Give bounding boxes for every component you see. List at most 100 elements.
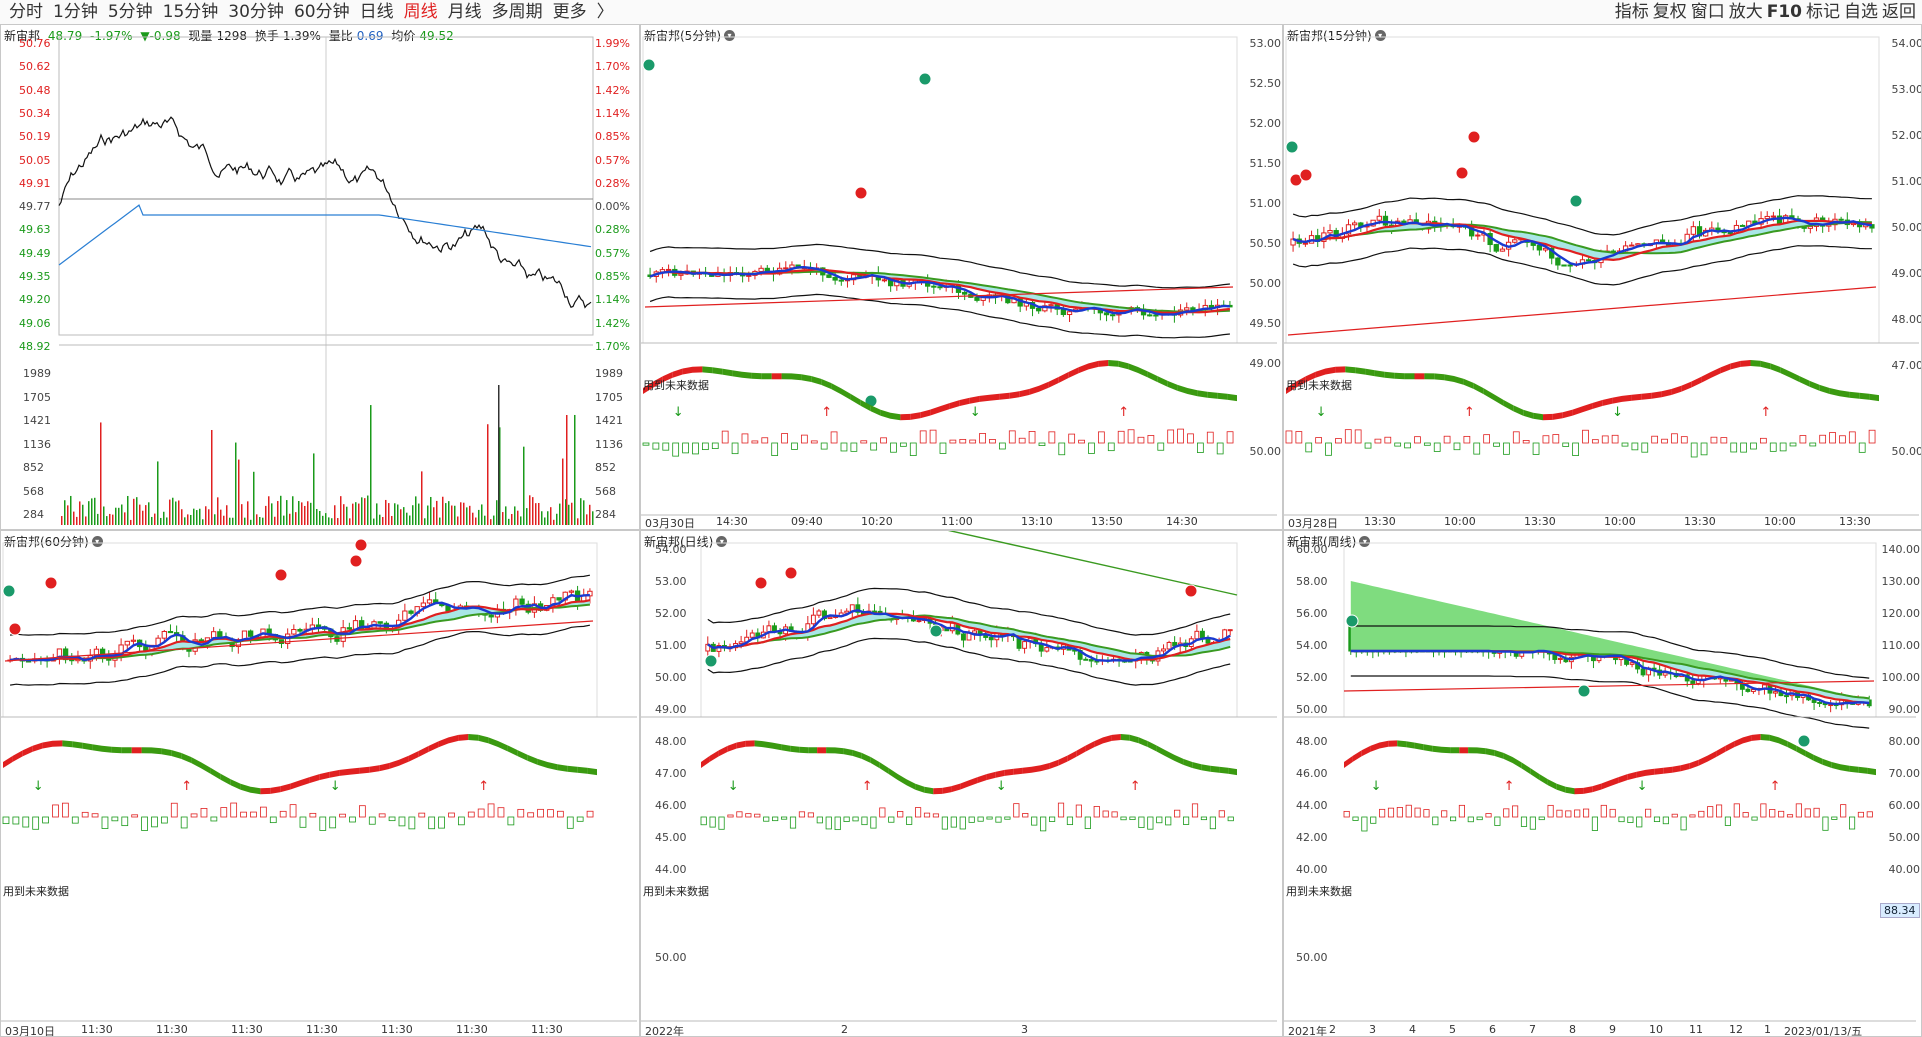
histogram-bar	[1084, 816, 1091, 829]
chevron-right-icon[interactable]: 〉	[596, 2, 614, 22]
chart-5min-subaxis: 50.00	[1237, 445, 1282, 465]
chevron-down-icon[interactable]: ▾	[1359, 536, 1371, 547]
cloud-band	[1350, 581, 1870, 700]
volume-bar	[211, 429, 213, 525]
window-button[interactable]: 窗口	[1690, 2, 1725, 22]
tab-1min[interactable]: 1分钟	[53, 2, 98, 22]
volume-axis-right: 1989 1705 1421 1136 852 568 284	[595, 367, 631, 527]
indicator-button[interactable]: 指标	[1614, 2, 1649, 22]
axis-tick-label: 1136	[23, 437, 51, 451]
oscillator-segment	[527, 754, 538, 765]
axis-tick-label: 80.00	[1888, 735, 1921, 748]
histogram-bar	[861, 816, 868, 826]
mark-button[interactable]: 标记	[1806, 2, 1840, 22]
histogram-bar	[1335, 438, 1342, 444]
histogram-bar	[1819, 434, 1827, 444]
chart-weekly[interactable]: ↓ ↑ ↓ ↑	[1284, 531, 1922, 1037]
oscillator-segment	[319, 771, 330, 780]
chevron-down-icon[interactable]: ▾	[1374, 30, 1386, 41]
volume-bar	[547, 511, 549, 525]
oscillator-segment	[1769, 734, 1779, 744]
volume-bar	[409, 515, 411, 525]
oscillator-segment	[1404, 373, 1415, 380]
tab-multi-period[interactable]: 多周期	[491, 2, 543, 22]
oscillator-segment	[1720, 363, 1731, 374]
oscillator-segment	[1156, 745, 1166, 757]
chart-daily-panel[interactable]: 新宙邦(日线) ▾ ↓ ↑ ↓ ↑ 用到未来数据 54.00 53.00 52.00 51.0…	[640, 530, 1283, 1037]
histogram-bar	[1102, 810, 1109, 818]
tab-more[interactable]: 更多	[552, 2, 587, 22]
volume-bar	[511, 513, 513, 525]
oscillator-segment	[920, 409, 931, 419]
volume-bar	[454, 505, 456, 525]
oscillator-segment	[1787, 741, 1797, 752]
tab-30min[interactable]: 30分钟	[228, 2, 284, 22]
chart-60min[interactable]: ↓ ↑ ↓ ↑	[1, 531, 640, 1037]
volume-bar	[583, 500, 585, 525]
histogram-bar	[860, 440, 868, 444]
back-button[interactable]: 返回	[1882, 2, 1916, 22]
oscillator-segment	[852, 750, 862, 759]
oscillator-segment	[1799, 376, 1810, 387]
oscillator-segment	[1361, 745, 1371, 757]
oscillator-segment	[736, 740, 746, 749]
chart-5min-panel[interactable]: 新宙邦(5分钟) ▾ ↓ ↑ ↓ ↑ 用到未来数据 53.00 52.50 52.00 51.…	[640, 24, 1283, 530]
axis-tick-label: 49.91	[19, 176, 51, 190]
candle-body	[1770, 215, 1777, 218]
x-tick-label: 03月30日	[645, 517, 695, 530]
intraday-chart[interactable]	[1, 25, 640, 530]
candle-body	[1629, 244, 1635, 247]
oscillator-segment	[1039, 381, 1049, 392]
zoom-button[interactable]: 放大	[1728, 2, 1763, 22]
signal-arrow-icon: ↓	[1316, 405, 1327, 420]
histogram-bar	[1813, 807, 1820, 818]
volume-bar	[166, 517, 168, 525]
axis-tick-label: 44.00	[1296, 799, 1328, 812]
oscillator-segment	[1295, 376, 1306, 388]
tab-60min[interactable]: 60分钟	[293, 2, 350, 22]
chart-15min-panel[interactable]: 新宙邦(15分钟) ▾ ↓ ↑ ↓ ↑ 用到未来数据 54.00 53.00 52.00 51…	[1283, 24, 1922, 530]
chevron-down-icon[interactable]: ▾	[91, 536, 103, 547]
tab-daily[interactable]: 日线	[359, 2, 394, 22]
oscillator-segment	[1530, 768, 1540, 780]
histogram-bar	[711, 442, 719, 449]
chart-15min[interactable]: ↓ ↑ ↓ ↑	[1284, 25, 1922, 530]
axis-tick-label: 1.14%	[595, 293, 630, 307]
histogram-bar	[517, 808, 525, 818]
tab-5min[interactable]: 5分钟	[107, 2, 153, 22]
chart-60min-panel[interactable]: 新宙邦(60分钟) ▾ ↓ ↑ ↓ ↑ 用到未来数据 03月10日 11:30 11:30 1…	[0, 530, 640, 1037]
axis-tick-label: 50.00	[655, 951, 687, 964]
oscillator-segment	[860, 399, 871, 412]
tab-weekly[interactable]: 周线	[403, 2, 438, 22]
histogram-bar	[1641, 442, 1649, 453]
axis-tick-label: 0.85%	[595, 270, 630, 283]
histogram-bar	[1733, 803, 1740, 818]
oscillator-segment	[1013, 767, 1023, 775]
histogram-bar	[1343, 810, 1350, 818]
chevron-down-icon[interactable]: ▾	[724, 30, 735, 41]
oscillator-segment	[1869, 393, 1879, 402]
chart-5min[interactable]: ↓ ↑ ↓ ↑	[641, 25, 1283, 530]
volume-bar	[337, 518, 339, 525]
chart-daily[interactable]: ↓ ↑ ↓ ↑	[641, 531, 1283, 1037]
tab-intraday[interactable]: 分时	[9, 2, 43, 22]
oscillator-segment	[817, 747, 827, 754]
f10-button[interactable]: F10	[1766, 2, 1802, 22]
oscillator-segment	[1219, 766, 1229, 774]
oscillator-segment	[498, 741, 508, 752]
x-tick-label: 13:30	[1684, 515, 1716, 528]
tab-monthly[interactable]: 月线	[447, 2, 482, 22]
histogram-bar	[870, 442, 878, 451]
tab-15min[interactable]: 15分钟	[162, 2, 219, 22]
histogram-bar	[1779, 442, 1787, 452]
intraday-panel[interactable]: 新宙邦 48.79 -1.97% ▼-0.98 现量 1298 换手 1.39% 量…	[0, 24, 640, 530]
candle-body	[827, 616, 833, 620]
adjust-button[interactable]: 复权	[1652, 2, 1687, 22]
oscillator-segment	[111, 746, 122, 754]
chart-weekly-panel[interactable]: 新宙邦(周线) ▾ ↓ ↑ ↓ ↑ 用到未来数据 60.00 58.00 56.00 54.0…	[1283, 530, 1922, 1037]
oscillator-segment	[82, 742, 93, 751]
watchlist-button[interactable]: 自选	[1844, 2, 1878, 22]
chevron-down-icon[interactable]: ▾	[716, 536, 728, 547]
candle-body	[1690, 226, 1696, 235]
volume-bar	[265, 505, 267, 525]
